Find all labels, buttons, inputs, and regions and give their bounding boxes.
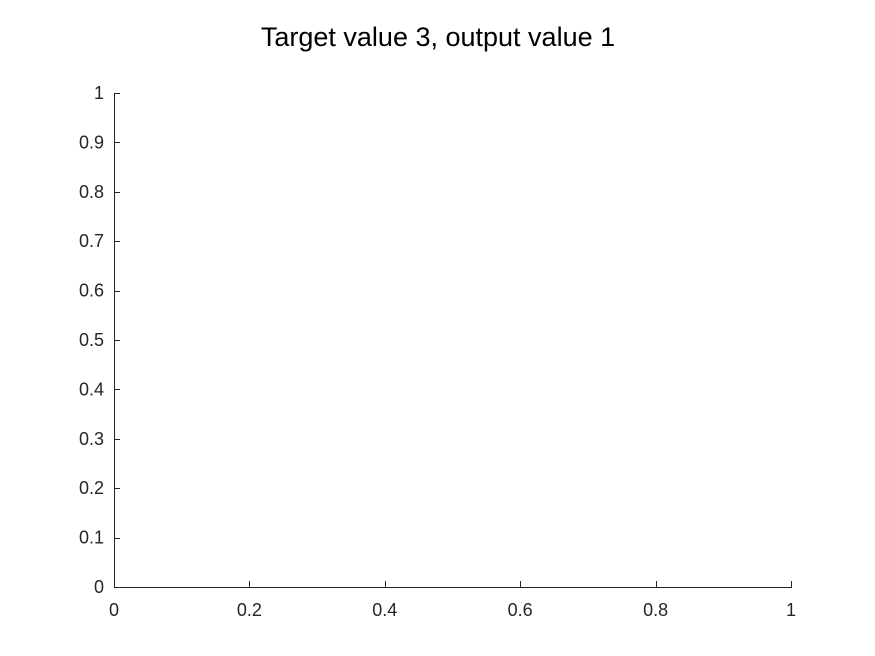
y-ticks: 0 0.1 0.2 0.3 0.4 0.5 0.6 0.7 0.8 0.9 1 — [79, 83, 120, 597]
y-tick-label: 0.4 — [79, 379, 104, 399]
y-tick-label: 0.8 — [79, 182, 104, 202]
y-tick-label: 0.9 — [79, 132, 104, 152]
y-tick-label: 0.1 — [79, 528, 104, 548]
y-tick-label: 0 — [94, 577, 104, 597]
chart-title: Target value 3, output value 1 — [261, 22, 615, 52]
x-tick-label: 0.6 — [508, 600, 533, 620]
x-tick-label: 0 — [109, 600, 119, 620]
x-tick-label: 0.4 — [372, 600, 397, 620]
y-tick-label: 0.5 — [79, 330, 104, 350]
x-tick-label: 1 — [786, 600, 796, 620]
y-tick-label: 0.3 — [79, 429, 104, 449]
plot-area: 0 0.2 0.4 0.6 0.8 1 0 0.1 0.2 0.3 0.4 0.5 0.6 0.7 0.8… — [79, 83, 796, 620]
x-ticks: 0 0.2 0.4 0.6 0.8 1 — [109, 581, 796, 620]
y-tick-label: 1 — [94, 83, 104, 103]
y-tick-label: 0.2 — [79, 478, 104, 498]
y-tick-label: 0.7 — [79, 231, 104, 251]
x-tick-label: 0.8 — [643, 600, 668, 620]
x-tick-label: 0.2 — [237, 600, 262, 620]
y-tick-label: 0.6 — [79, 281, 104, 301]
